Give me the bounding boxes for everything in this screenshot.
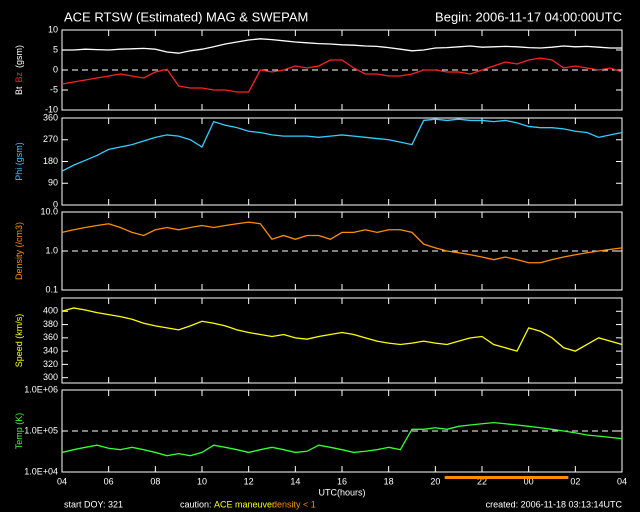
title: ACE RTSW (Estimated) MAG & SWEPAM: [64, 9, 308, 24]
panel-frame: [61, 117, 623, 206]
y-axis-label: Speed (km/s): [14, 314, 24, 368]
y-axis-label-part: Bt: [14, 86, 24, 95]
caution-band: [444, 476, 569, 479]
y-axis-label-part: Density (/cm3): [14, 222, 24, 280]
footer-caution: caution:: [180, 499, 212, 509]
y-axis-label-part: Phi (gsm): [14, 142, 24, 181]
data-trace: [61, 307, 623, 352]
data-trace: [61, 118, 623, 172]
x-tick-label: 20: [430, 476, 440, 486]
y-tick-label: 10: [48, 24, 58, 34]
x-tick-label: 18: [384, 476, 394, 486]
y-tick-label: 360: [43, 112, 58, 122]
data-trace: [61, 57, 623, 93]
data-trace: [61, 221, 623, 264]
x-tick-label: 06: [104, 476, 114, 486]
x-tick-label: 12: [244, 476, 254, 486]
x-tick-label: 10: [197, 476, 207, 486]
y-tick-label: 300: [43, 372, 58, 382]
x-tick-label: 16: [337, 476, 347, 486]
y-tick-label: 90: [48, 178, 58, 188]
x-tick-label: 04: [57, 476, 67, 486]
x-axis-label: UTC(hours): [318, 487, 365, 497]
x-tick-label: 14: [290, 476, 300, 486]
y-tick-label: 0: [53, 64, 58, 74]
x-tick-label: 00: [524, 476, 534, 486]
y-tick-label: 1.0E+06: [24, 384, 58, 394]
y-tick-label: 0.1: [45, 284, 58, 294]
y-axis-label-part: (gsm): [14, 45, 24, 68]
panel-frame: [61, 297, 623, 384]
y-axis-label: Bt Bz (gsm): [14, 45, 24, 95]
y-tick-label: 1.0E+04: [24, 466, 58, 476]
footer-created: created: 2006-11-18 03:13:14UTC: [486, 499, 623, 509]
x-tick-label: 22: [477, 476, 487, 486]
y-axis-label-part: Bz: [14, 71, 24, 82]
x-tick-label: 02: [570, 476, 580, 486]
footer-maneuver: ACE maneuver: [214, 499, 275, 509]
y-axis-label: Phi (gsm): [14, 142, 24, 181]
data-trace: [62, 38, 622, 54]
y-tick-label: 0: [53, 199, 58, 209]
y-tick-label: 340: [43, 346, 58, 356]
y-axis-label-part: Speed (km/s): [14, 314, 24, 368]
y-tick-label: -5: [50, 84, 58, 94]
y-tick-label: 5: [53, 44, 58, 54]
y-tick-label: 1.0E+05: [24, 425, 58, 435]
data-trace: [61, 421, 623, 457]
y-tick-label: 270: [43, 134, 58, 144]
footer-density: density < 1: [272, 499, 316, 509]
y-tick-label: 180: [43, 156, 58, 166]
y-tick-label: 360: [43, 332, 58, 342]
y-axis-label: Density (/cm3): [14, 222, 24, 280]
begin-time: Begin: 2006-11-17 04:00:00UTC: [435, 9, 622, 24]
y-axis-label-part: Temp (K): [14, 413, 24, 450]
y-tick-label: 400: [43, 306, 58, 316]
x-tick-label: 08: [150, 476, 160, 486]
y-tick-label: 320: [43, 359, 58, 369]
y-tick-label: 1.0: [45, 245, 58, 255]
y-axis-label: Temp (K): [14, 413, 24, 450]
x-tick-label: 04: [617, 476, 627, 486]
y-tick-label: -10: [45, 104, 58, 114]
y-tick-label: 10.0: [40, 206, 58, 216]
footer-start: start DOY: 321: [64, 499, 123, 509]
y-tick-label: 380: [43, 319, 58, 329]
